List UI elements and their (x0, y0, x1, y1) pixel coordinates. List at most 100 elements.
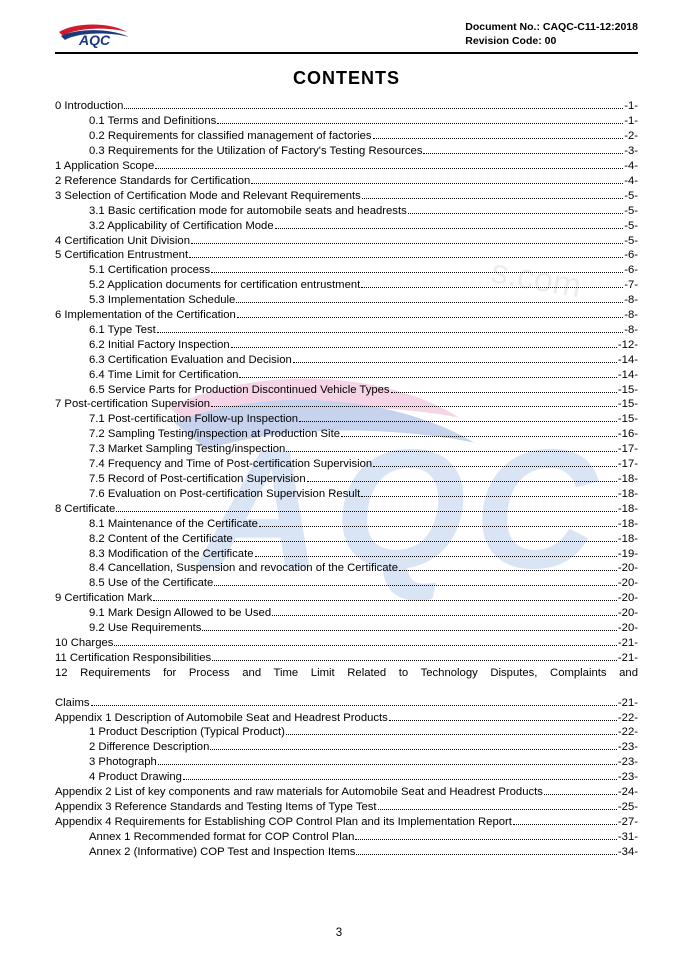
toc-label: 0.3 Requirements for the Utilization of … (89, 144, 422, 159)
toc-page: -1- (624, 99, 638, 114)
toc-leader (373, 466, 617, 467)
toc-entry: 7.1 Post-certification Follow-up Inspect… (55, 412, 638, 427)
toc-label: 6.3 Certification Evaluation and Decisio… (89, 353, 292, 368)
document-number: Document No.: CAQC-C11-12:2018 (465, 20, 638, 34)
toc-label: 7 Post-certification Supervision (55, 397, 210, 412)
toc-title: CONTENTS (55, 68, 638, 89)
toc-leader (158, 764, 617, 765)
toc-leader (153, 600, 617, 601)
toc-page: -17- (618, 442, 638, 457)
toc-label: 9.2 Use Requirements (89, 621, 201, 636)
toc-page: -7- (624, 278, 638, 293)
toc-leader (389, 720, 617, 721)
toc-leader (212, 660, 617, 661)
header: AQC Document No.: CAQC-C11-12:2018 Revis… (55, 20, 638, 48)
toc-entry: 6.3 Certification Evaluation and Decisio… (55, 353, 638, 368)
toc-label: Annex 1 Recommended format for COP Contr… (89, 830, 354, 845)
toc-label: 3.2 Applicability of Certification Mode (89, 219, 274, 234)
toc-page: -23- (618, 740, 638, 755)
toc-leader (183, 779, 617, 780)
toc-leader (361, 287, 623, 288)
toc-page: -15- (618, 397, 638, 412)
toc-label: 7.3 Market Sampling Testing/inspection (89, 442, 285, 457)
toc-leader (391, 392, 617, 393)
toc-entry: 6 Implementation of the Certification-8- (55, 308, 638, 323)
toc-page: -22- (618, 711, 638, 726)
toc-leader (361, 496, 617, 497)
toc-leader (155, 168, 623, 169)
toc-page: -19- (618, 547, 638, 562)
toc-entry: 5 Certification Entrustment-6- (55, 248, 638, 263)
page: s.com A Q C AQC Document No.: CAQC-C11-1… (0, 0, 678, 959)
toc-label: 0.2 Requirements for classified manageme… (89, 129, 372, 144)
toc-page: -20- (618, 606, 638, 621)
toc-leader (378, 809, 617, 810)
toc-page: -15- (618, 383, 638, 398)
toc-leader (362, 198, 623, 199)
toc-page: -8- (624, 293, 638, 308)
toc-label: 8.5 Use of the Certificate (89, 576, 213, 591)
toc-label: 1 Application Scope (55, 159, 154, 174)
page-content: AQC Document No.: CAQC-C11-12:2018 Revis… (55, 20, 638, 860)
revision-code: Revision Code: 00 (465, 34, 638, 48)
toc-entry: 6.5 Service Parts for Production Discont… (55, 383, 638, 398)
toc-page: -23- (618, 770, 638, 785)
toc-page: -4- (624, 174, 638, 189)
toc-page: -6- (624, 263, 638, 278)
toc-entry: 3.1 Basic certification mode for automob… (55, 204, 638, 219)
toc-entry: 3 Photograph-23- (55, 755, 638, 770)
toc-page: -8- (624, 323, 638, 338)
toc-entry: 8.4 Cancellation, Suspension and revocat… (55, 561, 638, 576)
toc-label: 8.2 Content of the Certificate (89, 532, 233, 547)
toc-entry: 8.3 Modification of the Certificate -19- (55, 547, 638, 562)
toc-leader (211, 406, 617, 407)
toc-label: 0 Introduction (55, 99, 123, 114)
toc-label: 6.2 Initial Factory Inspection (89, 338, 230, 353)
toc-entry: 9.1 Mark Design Allowed to be Used-20- (55, 606, 638, 621)
toc-page: -18- (618, 487, 638, 502)
toc-entry: 9 Certification Mark-20- (55, 591, 638, 606)
toc-page: -2- (624, 129, 638, 144)
toc-leader (293, 362, 617, 363)
toc-leader (189, 257, 623, 258)
toc-leader (272, 615, 617, 616)
toc-leader (116, 511, 617, 512)
svg-text:AQC: AQC (78, 32, 111, 48)
toc-leader (423, 153, 623, 154)
toc-leader (341, 436, 617, 437)
toc-leader (299, 421, 617, 422)
toc-label: 8.3 Modification of the Certificate (89, 547, 254, 562)
toc-label: 1 Product Description (Typical Product) (89, 725, 285, 740)
toc-leader (355, 839, 617, 840)
toc-label: 5.1 Certification process (89, 263, 210, 278)
toc-label: 5.2 Application documents for certificat… (89, 278, 360, 293)
toc-page: -20- (618, 576, 638, 591)
toc-page: -8- (624, 308, 638, 323)
toc-page: -22- (618, 725, 638, 740)
toc-leader (234, 541, 617, 542)
toc-page: -4- (624, 159, 638, 174)
toc-label: Claims (55, 696, 90, 711)
toc-entry: Appendix 2 List of key components and ra… (55, 785, 638, 800)
toc-entry: 8.1 Maintenance of the Certificate-18- (55, 517, 638, 532)
toc-leader (214, 585, 617, 586)
toc-entry: 6.1 Type Test -8- (55, 323, 638, 338)
toc-leader (255, 556, 617, 557)
toc-entry: 7.2 Sampling Testing/inspection at Produ… (55, 427, 638, 442)
toc-label: 3 Selection of Certification Mode and Re… (55, 189, 361, 204)
toc-label: 6.1 Type Test (89, 323, 156, 338)
toc-label: 6.4 Time Limit for Certification (89, 368, 238, 383)
toc-leader (124, 108, 623, 109)
toc-label: 2 Difference Description (89, 740, 209, 755)
toc-leader (217, 123, 623, 124)
toc-leader (307, 481, 617, 482)
toc-page: -18- (618, 532, 638, 547)
toc-entry: 8 Certificate-18- (55, 502, 638, 517)
toc-entry: 7.5 Record of Post-certification Supervi… (55, 472, 638, 487)
toc-leader (211, 272, 623, 273)
toc-entry: 7 Post-certification Supervision -15- (55, 397, 638, 412)
toc-label: 4 Product Drawing (89, 770, 182, 785)
toc-leader (114, 645, 617, 646)
toc-page: -17- (618, 457, 638, 472)
toc-leader (202, 630, 617, 631)
